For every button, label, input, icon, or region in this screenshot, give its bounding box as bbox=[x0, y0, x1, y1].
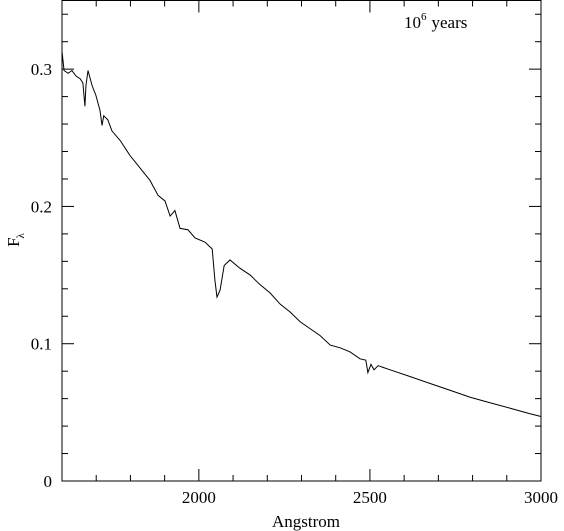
plot-frame bbox=[61, 0, 542, 482]
spectrum-line bbox=[61, 51, 542, 417]
x-tick-label: 3000 bbox=[524, 488, 558, 507]
y-tick-label: 0.2 bbox=[31, 197, 52, 216]
y-axis-label: Fλ bbox=[4, 232, 27, 246]
y-tick-label: 0 bbox=[44, 472, 53, 491]
y-tick-label: 0.3 bbox=[31, 60, 52, 79]
x-tick-label: 2500 bbox=[353, 488, 387, 507]
annotation: 106 years bbox=[404, 11, 467, 32]
y-axis-label-base: F bbox=[4, 237, 23, 246]
annotation-base: 10 bbox=[404, 13, 421, 32]
x-tick-label: 2000 bbox=[182, 488, 216, 507]
x-axis-label: Angstrom bbox=[272, 512, 340, 531]
annotation-text: years bbox=[432, 13, 468, 32]
y-axis-label-subscript: λ bbox=[15, 232, 27, 238]
annotation-exponent: 6 bbox=[421, 11, 427, 23]
y-tick-label: 0.1 bbox=[31, 335, 52, 354]
